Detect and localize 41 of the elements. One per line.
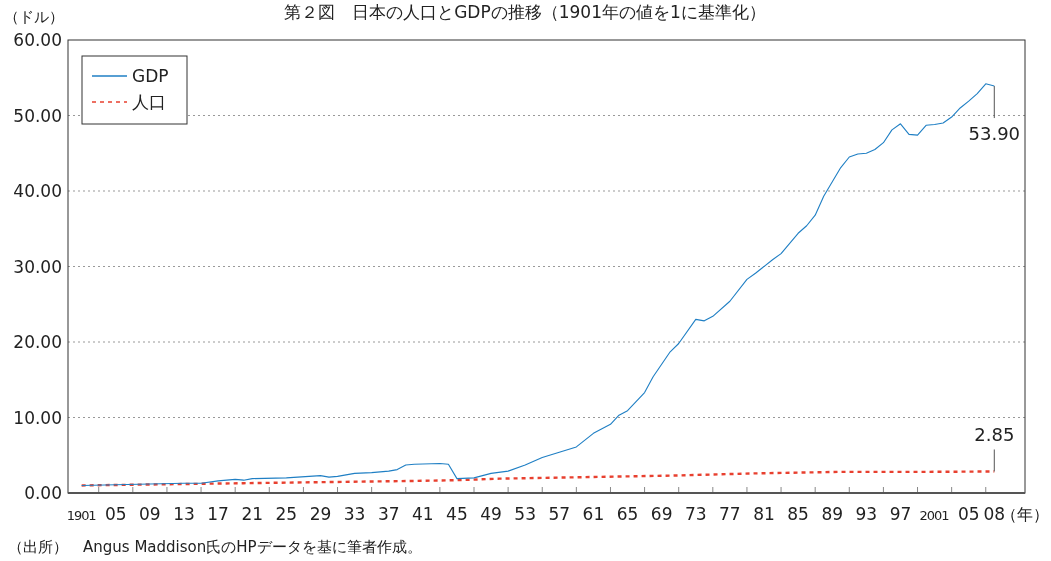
y-tick-label: 10.00 — [13, 407, 62, 428]
chart-title: 第２図 日本の人口とGDPの推移（1901年の値を1に基準化） — [284, 2, 766, 22]
legend-label: GDP — [132, 66, 169, 86]
x-tick-label: 97 — [889, 504, 912, 524]
x-tick-label: 1901 — [66, 508, 97, 523]
x-tick-label: 77 — [719, 504, 741, 524]
x-tick-label: 81 — [753, 504, 775, 524]
text: （出所） Angus Maddison氏のHPデータを基に筆者作成。 — [8, 538, 422, 556]
x-tick-label: 85 — [787, 504, 809, 524]
x-tick-label: 73 — [684, 504, 707, 524]
x-tick-label: 41 — [412, 504, 434, 524]
x-tick-label: 13 — [173, 504, 195, 524]
x-tick-label: 25 — [275, 504, 298, 524]
y-tick-label: 60.00 — [13, 30, 62, 50]
x-tick-label: 29 — [309, 504, 332, 524]
x-tick-label: 05 — [957, 504, 980, 524]
annotation: 2.85 — [974, 424, 1015, 446]
x-tick-label: 17 — [207, 504, 229, 524]
y-tick-label: 50.00 — [13, 105, 62, 126]
annotation: 53.90 — [968, 123, 1021, 145]
y-axis-title: （ドル） — [4, 8, 64, 26]
x-tick-label: 33 — [343, 504, 366, 524]
y-tick-label: 20.00 — [13, 332, 62, 352]
x-tick-label: 93 — [855, 504, 878, 524]
x-tick-label: 05 — [104, 504, 127, 524]
y-tick-label: 30.00 — [13, 256, 62, 277]
x-tick-label: 2001 — [919, 508, 950, 523]
x-tick-label: 89 — [821, 504, 844, 524]
x-tick-label: 61 — [582, 504, 605, 524]
x-tick-label: 49 — [480, 504, 502, 524]
x-tick-label: 09 — [139, 504, 161, 524]
x-tick-label: 53 — [514, 504, 536, 524]
x-tick-label: 21 — [241, 504, 264, 524]
legend-label: 人口 — [132, 92, 166, 112]
y-tick-label: 0.00 — [24, 483, 62, 503]
x-tick-label: 69 — [650, 504, 673, 524]
y-tick-label: 40.00 — [13, 181, 62, 201]
x-tick-label: 45 — [446, 504, 468, 524]
x-tick-label: 65 — [616, 504, 639, 524]
x-tick-label: 37 — [377, 504, 400, 524]
x-tick-label: 57 — [548, 504, 571, 524]
